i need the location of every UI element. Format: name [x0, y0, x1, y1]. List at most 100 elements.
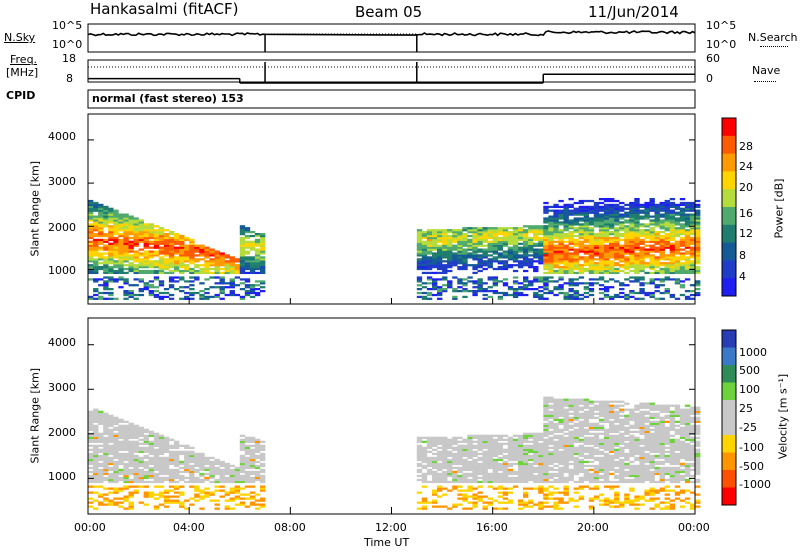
power-cell — [219, 290, 225, 293]
power-cell — [482, 244, 488, 247]
power-cell — [689, 233, 696, 236]
velocity-cell — [573, 458, 579, 462]
velocity-cell — [416, 468, 423, 472]
power-cell — [568, 248, 574, 251]
power-cell — [598, 221, 605, 224]
power-cell — [568, 211, 574, 214]
velocity-cell — [543, 430, 549, 433]
power-cell — [679, 258, 686, 261]
velocity-cell — [487, 466, 493, 470]
velocity-cell — [421, 458, 428, 462]
power-cell — [168, 264, 175, 267]
power-cell — [563, 229, 569, 232]
power-cell — [568, 266, 574, 269]
velocity-cell — [168, 495, 175, 498]
velocity-cell — [452, 466, 458, 470]
velocity-cell — [103, 497, 109, 500]
velocity-cell — [432, 476, 438, 480]
power-cell — [568, 227, 574, 230]
velocity-cell — [644, 448, 650, 451]
power-cell — [462, 278, 468, 281]
velocity-cell — [593, 422, 600, 425]
velocity-cell — [158, 466, 165, 470]
velocity-cell — [629, 499, 635, 502]
power-cell — [163, 262, 170, 265]
power-cell — [477, 288, 483, 291]
power-cell — [659, 284, 665, 287]
power-cell — [174, 236, 180, 240]
velocity-cell — [118, 489, 124, 492]
power-cell — [437, 252, 443, 255]
velocity-cell — [93, 424, 99, 427]
power-cell — [457, 240, 463, 243]
velocity-cell — [138, 474, 144, 478]
power-cell — [174, 280, 180, 283]
power-cell — [103, 248, 109, 251]
power-cell — [249, 242, 256, 245]
velocity-cell — [254, 507, 261, 510]
velocity-cell — [644, 402, 650, 405]
velocity-cell — [113, 416, 119, 419]
power-cell — [437, 238, 443, 242]
velocity-cell — [614, 505, 620, 508]
velocity-cell — [239, 493, 246, 496]
power-cell — [103, 288, 109, 291]
velocity-cell — [467, 472, 473, 476]
power-cell — [477, 262, 483, 265]
velocity-cell — [143, 434, 149, 437]
velocity-cell — [497, 485, 504, 488]
power-cell — [528, 254, 534, 257]
velocity-cell — [568, 468, 574, 472]
power-cell — [462, 267, 468, 271]
power-cell — [442, 290, 448, 293]
velocity-cell — [148, 458, 155, 462]
velocity-cell — [528, 476, 534, 480]
velocity-cell — [214, 507, 220, 510]
power-cell — [563, 236, 569, 240]
power-cell — [563, 227, 569, 230]
power-cell — [492, 290, 499, 293]
power-cell — [472, 229, 478, 232]
power-cell — [679, 201, 686, 205]
power-cell — [538, 290, 544, 293]
power-cell — [244, 291, 251, 295]
velocity-cell — [158, 491, 165, 494]
velocity-cell — [583, 416, 590, 419]
power-cell — [523, 280, 529, 283]
power-cell — [684, 217, 691, 220]
power-cell — [426, 260, 433, 263]
power-cell — [674, 256, 681, 259]
power-cell — [467, 244, 473, 247]
power-cell — [447, 260, 453, 263]
velocity-cell — [533, 487, 539, 490]
velocity-cell — [432, 452, 438, 456]
power-cell — [452, 234, 458, 238]
power-cell — [538, 225, 544, 228]
power-cell — [219, 271, 225, 275]
velocity-cell — [452, 503, 458, 506]
power-cell — [108, 217, 114, 220]
velocity-cell — [93, 485, 99, 488]
velocity-cell — [472, 466, 478, 470]
velocity-cell — [593, 472, 600, 476]
power-cell — [98, 240, 104, 243]
velocity-cell — [224, 491, 230, 494]
power-cell — [224, 266, 230, 269]
velocity-cell — [118, 452, 124, 456]
velocity-cell — [609, 450, 615, 453]
velocity-cell — [629, 487, 635, 490]
power-cell — [619, 209, 625, 212]
velocity-cell — [194, 464, 200, 468]
power-cell — [138, 225, 144, 228]
power-cell — [108, 262, 114, 265]
velocity-cell — [174, 460, 180, 464]
power-cell — [254, 293, 261, 297]
power-cell — [695, 233, 701, 236]
velocity-cell — [143, 464, 149, 468]
power-cell — [603, 223, 610, 226]
velocity-cell — [614, 412, 620, 415]
velocity-cell — [644, 420, 650, 423]
velocity-cell — [416, 456, 423, 460]
power-cell — [168, 266, 175, 269]
power-cell — [168, 280, 175, 283]
